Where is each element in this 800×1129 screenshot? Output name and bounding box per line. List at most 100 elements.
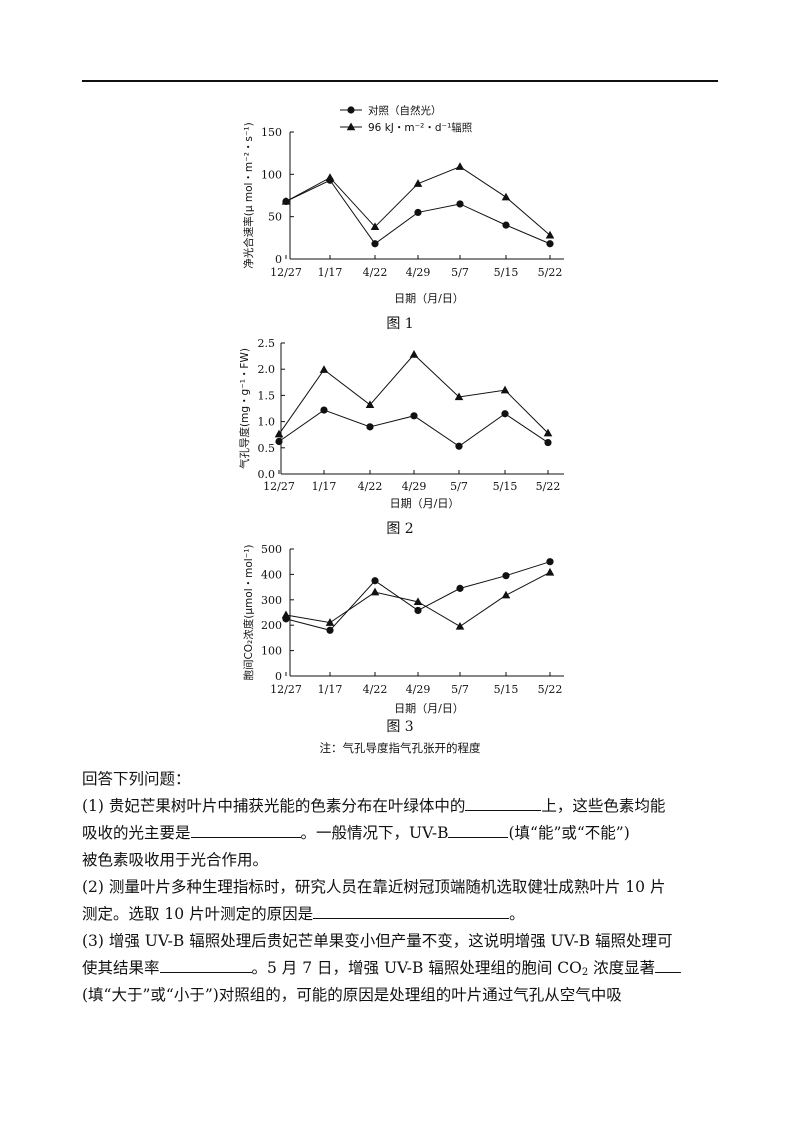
y-tick-label: 500 — [261, 543, 282, 556]
header-rule — [82, 80, 718, 82]
data-point-circle — [414, 606, 422, 615]
data-point-circle — [456, 200, 464, 208]
q3-text-b: 使其结果率 — [82, 959, 160, 977]
answer-blank-5[interactable] — [159, 956, 252, 973]
x-tick-label: 4/29 — [406, 266, 431, 279]
y-tick-label: 0 — [275, 670, 282, 683]
q1-text-c: 吸收的光主要是 — [82, 824, 191, 842]
data-point-triangle — [370, 222, 380, 231]
data-point-circle — [414, 208, 422, 217]
data-point-triangle — [501, 590, 511, 599]
question-2-line-2: 测定。选取 10 片叶测定的原因是 。 — [82, 901, 722, 928]
chart-2-stomatal-conductance: 0.0 0.5 1.0 1.5 2.0 2.5 12/27 1/17 4/22 4/29 5/7 5/… — [238, 337, 564, 537]
answer-blank-3[interactable] — [448, 821, 509, 838]
data-point-triangle — [545, 230, 555, 239]
data-point-triangle — [501, 192, 511, 201]
y-tick-label: 300 — [261, 594, 282, 607]
data-point-circle — [502, 572, 510, 580]
question-3-line-2: 使其结果率 。5 月 7 日，增强 UV-B 辐照处理组的胞间 CO2 浓度显著 — [82, 955, 722, 986]
x-tick-label: 5/22 — [538, 683, 563, 696]
question-3-line-1: (3) 增强 UV-B 辐照处理后贵妃芒单果变小但产量不变，这说明增强 UV-B… — [82, 928, 722, 955]
question-1-line-2: 吸收的光主要是 。一般情况下，UV-B (填“能”或“不能”) — [82, 820, 722, 847]
q2-text-c: 。 — [509, 905, 525, 923]
figure-caption: 图 1 — [386, 316, 413, 332]
chart-3-intercellular-co2: 0 100 200 300 400 500 12/27 1/17 4/22 4/29 5/7 5/15… — [242, 543, 564, 735]
data-point-triangle — [370, 587, 380, 596]
x-tick-label: 5/7 — [451, 266, 469, 279]
y-tick-label: 0 — [275, 253, 282, 266]
data-point-triangle — [325, 173, 335, 181]
q1-text-b: 上，这些色素均能 — [541, 797, 666, 815]
x-tick-label: 5/15 — [494, 266, 519, 279]
figure-note: 注：气孔导度指气孔张开的程度 — [320, 741, 481, 755]
question-2-line-1: (2) 测量叶片多种生理指标时，研究人员在靠近树冠顶端随机选取健壮成熟叶片 10… — [82, 874, 722, 901]
x-tick-label: 1/17 — [318, 266, 343, 279]
y-tick-label: 1.0 — [258, 416, 276, 429]
data-point-triangle — [365, 400, 375, 409]
q3-text-d: 浓度显著 — [588, 959, 656, 977]
figures-svg: 0 50 100 150 12/27 1/17 4/22 4/29 5/7 5/15 5/22 日期（… — [238, 104, 564, 755]
x-tick-label: 12/27 — [270, 266, 302, 279]
data-point-triangle — [281, 196, 291, 205]
data-point-triangle — [543, 428, 553, 437]
figure-caption: 图 3 — [386, 719, 413, 735]
data-point-circle — [501, 410, 509, 418]
y-tick-label: 0.5 — [258, 442, 276, 455]
chart-1-net-photosynthesis: 0 50 100 150 12/27 1/17 4/22 4/29 5/7 5/15 5/22 日期（… — [242, 104, 564, 332]
y-tick-label: 0.0 — [258, 468, 276, 481]
data-point-circle — [410, 412, 418, 420]
x-tick-label: 5/22 — [536, 480, 561, 493]
q1-text-e: (填“能”或“不能”) — [508, 824, 630, 842]
x-tick-label: 12/27 — [263, 480, 295, 493]
data-point-triangle — [413, 597, 423, 606]
data-point-circle — [456, 584, 464, 592]
y-axis-title: 净光合速率(μ mol・m⁻²・s⁻¹) — [242, 122, 255, 268]
data-point-triangle — [319, 365, 329, 373]
question-intro: 回答下列问题： — [82, 766, 722, 793]
x-tick-label: 4/22 — [358, 480, 383, 493]
x-tick-label: 4/29 — [402, 480, 427, 493]
data-point-triangle — [454, 392, 464, 401]
answer-blank-1[interactable] — [465, 794, 542, 811]
answer-blank-4[interactable] — [313, 902, 510, 919]
data-point-triangle — [500, 385, 510, 394]
y-axis-title: 胞间CO₂浓度(μmol・mol⁻¹) — [242, 544, 255, 680]
figure-caption: 图 2 — [386, 521, 413, 537]
y-tick-label: 400 — [261, 568, 282, 581]
answer-blank-6[interactable] — [655, 956, 682, 973]
y-tick-label: 200 — [261, 619, 282, 632]
q1-text-d: 。一般情况下，UV-B — [300, 824, 449, 842]
x-tick-label: 5/15 — [493, 480, 518, 493]
data-point-triangle — [274, 429, 284, 438]
data-point-triangle — [545, 567, 555, 576]
q3-text-a: (3) 增强 UV-B 辐照处理后贵妃芒单果变小但产量不变，这说明增强 UV-B… — [82, 932, 673, 950]
x-axis-title: 日期（月/日） — [390, 497, 460, 510]
data-point-triangle — [413, 179, 423, 187]
series-line-control — [285, 561, 551, 631]
series-line-uvb — [278, 353, 549, 435]
x-tick-label: 5/7 — [450, 480, 468, 493]
data-point-circle — [455, 442, 463, 450]
data-point-circle — [502, 221, 510, 229]
y-tick-label: 2.5 — [258, 337, 276, 350]
answer-blank-2[interactable] — [190, 821, 301, 838]
data-point-circle — [546, 558, 554, 566]
data-point-triangle — [455, 621, 465, 630]
q1-text-f: 被色素吸收用于光合作用。 — [82, 851, 269, 869]
x-tick-label: 1/17 — [312, 480, 337, 493]
data-point-triangle — [325, 618, 335, 626]
data-point-circle — [546, 240, 554, 248]
q3-text-c: 。5 月 7 日，增强 UV-B 辐照处理组的胞间 CO — [251, 959, 582, 977]
y-tick-label: 100 — [261, 168, 282, 181]
x-tick-label: 4/22 — [363, 266, 388, 279]
x-tick-label: 5/22 — [538, 266, 563, 279]
y-axis-title: 气孔导度(mg・g⁻¹・FW) — [238, 348, 251, 469]
question-1-line-3: 被色素吸收用于光合作用。 — [82, 847, 722, 874]
data-point-circle — [366, 423, 374, 431]
question-3-line-3: (填“大于”或“小于”)对照组的，可能的原因是处理组的叶片通过气孔从空气中吸 — [82, 982, 722, 1009]
x-tick-label: 4/22 — [363, 683, 388, 696]
q3-text-e: (填“大于”或“小于”)对照组的，可能的原因是处理组的叶片通过气孔从空气中吸 — [82, 986, 622, 1004]
x-tick-label: 12/27 — [270, 683, 302, 696]
x-tick-label: 4/29 — [406, 683, 431, 696]
q1-text-a: (1) 贵妃芒果树叶片中捕获光能的色素分布在叶绿体中的 — [82, 797, 466, 815]
